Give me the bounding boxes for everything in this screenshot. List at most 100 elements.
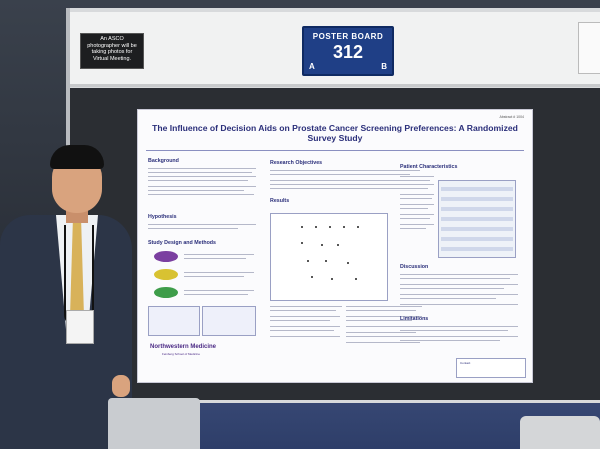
- study-table-right: [202, 306, 256, 336]
- text-line: [400, 278, 510, 279]
- text-line: [148, 194, 254, 195]
- contact-label: Contact: [460, 361, 471, 365]
- chart-point: [355, 278, 357, 280]
- text-line: [270, 336, 340, 337]
- contact-box: Contact: [456, 358, 526, 378]
- chart-point: [301, 242, 303, 244]
- text-line: [400, 330, 508, 331]
- study-table-left: [148, 306, 200, 336]
- text-line: [400, 228, 426, 229]
- northwestern-medicine-logo: Northwestern Medicine: [150, 344, 217, 350]
- text-line: [346, 320, 412, 321]
- chart-point: [301, 226, 303, 228]
- text-line: [148, 168, 256, 169]
- section-limitations: Limitations: [400, 316, 429, 322]
- section-patient-characteristics: Patient Characteristics: [400, 164, 458, 170]
- text-line: [270, 310, 336, 311]
- chart-point: [357, 226, 359, 228]
- chair: [108, 398, 200, 449]
- flow-oval-yellow: [154, 269, 178, 280]
- text-line: [148, 224, 256, 225]
- section-study-design: Study Design and Methods: [148, 240, 216, 246]
- text-line: [346, 342, 420, 343]
- table-row: [441, 187, 513, 191]
- patient-characteristics-table: [438, 180, 516, 258]
- lanyard: [64, 225, 94, 325]
- poster-abstract-number: Abstract # 1004: [499, 115, 524, 119]
- chart-point: [337, 244, 339, 246]
- name-badge: [66, 310, 94, 344]
- text-line: [400, 304, 518, 305]
- text-line: [400, 224, 434, 225]
- text-line: [400, 284, 518, 285]
- section-research-objectives: Research Objectives: [270, 160, 323, 166]
- text-line: [148, 172, 252, 173]
- necktie: [70, 223, 84, 333]
- text-line: [346, 332, 416, 333]
- text-line: [400, 176, 434, 177]
- side-notice-sheet: [578, 22, 600, 74]
- poster-board-number: 312: [332, 42, 364, 62]
- text-line: [270, 170, 420, 171]
- hand: [112, 375, 130, 397]
- text-line: [270, 320, 330, 321]
- section-discussion: Discussion: [400, 264, 429, 270]
- board-letter-b: B: [381, 62, 387, 71]
- text-line: [270, 316, 340, 317]
- text-line: [270, 326, 340, 327]
- table-row: [441, 247, 513, 251]
- text-line: [270, 330, 334, 331]
- hair: [50, 145, 104, 169]
- text-line: [346, 336, 408, 337]
- text-line: [270, 180, 420, 181]
- text-line: [346, 326, 420, 327]
- poster-board-sign: POSTER BOARD 312 A B: [302, 26, 394, 76]
- text-line: [270, 184, 402, 185]
- table-row: [441, 197, 513, 201]
- chart-point: [329, 226, 331, 228]
- chart-point: [331, 278, 333, 280]
- text-line: [148, 186, 256, 187]
- text-line: [270, 306, 342, 307]
- chart-point: [347, 262, 349, 264]
- text-line: [148, 176, 256, 177]
- poster-board-label: POSTER BOARD: [312, 32, 384, 41]
- text-line: [400, 204, 434, 205]
- text-line: [184, 254, 254, 255]
- text-line: [400, 180, 430, 181]
- text-line: [400, 336, 518, 337]
- feinberg-logo-sub: Feinberg School of Medicine: [162, 352, 201, 356]
- text-line: [148, 190, 244, 191]
- text-line: [400, 184, 434, 185]
- text-line: [184, 258, 246, 259]
- flow-oval-purple: [154, 251, 178, 262]
- research-poster: ​ Abstract # 1004 The Influence of Decis…: [138, 110, 532, 382]
- text-line: [400, 198, 432, 199]
- asco-notice-text: An ASCO photographer will be taking phot…: [87, 36, 137, 62]
- text-line: [346, 310, 416, 311]
- text-line: [400, 294, 518, 295]
- text-line: [400, 340, 500, 341]
- results-figure: [270, 213, 388, 301]
- text-line: [270, 188, 416, 189]
- chart-point: [307, 260, 309, 262]
- text-line: [400, 274, 518, 275]
- table-row: [441, 217, 513, 221]
- text-line: [148, 228, 238, 229]
- poster-authors-line: ​: [158, 135, 512, 139]
- section-hypothesis: Hypothesis: [148, 214, 177, 220]
- chart-point: [321, 244, 323, 246]
- chart-point: [325, 260, 327, 262]
- text-line: [346, 316, 422, 317]
- text-line: [400, 194, 434, 195]
- text-line: [184, 272, 254, 273]
- text-line: [400, 208, 428, 209]
- text-line: [400, 288, 504, 289]
- poster-divider: [146, 150, 524, 151]
- text-line: [270, 174, 410, 175]
- asco-photographer-sign: An ASCO photographer will be taking phot…: [80, 33, 144, 69]
- text-line: [400, 214, 434, 215]
- poster-title: The Influence of Decision Aids on Prosta…: [152, 123, 518, 143]
- text-line: [148, 180, 248, 181]
